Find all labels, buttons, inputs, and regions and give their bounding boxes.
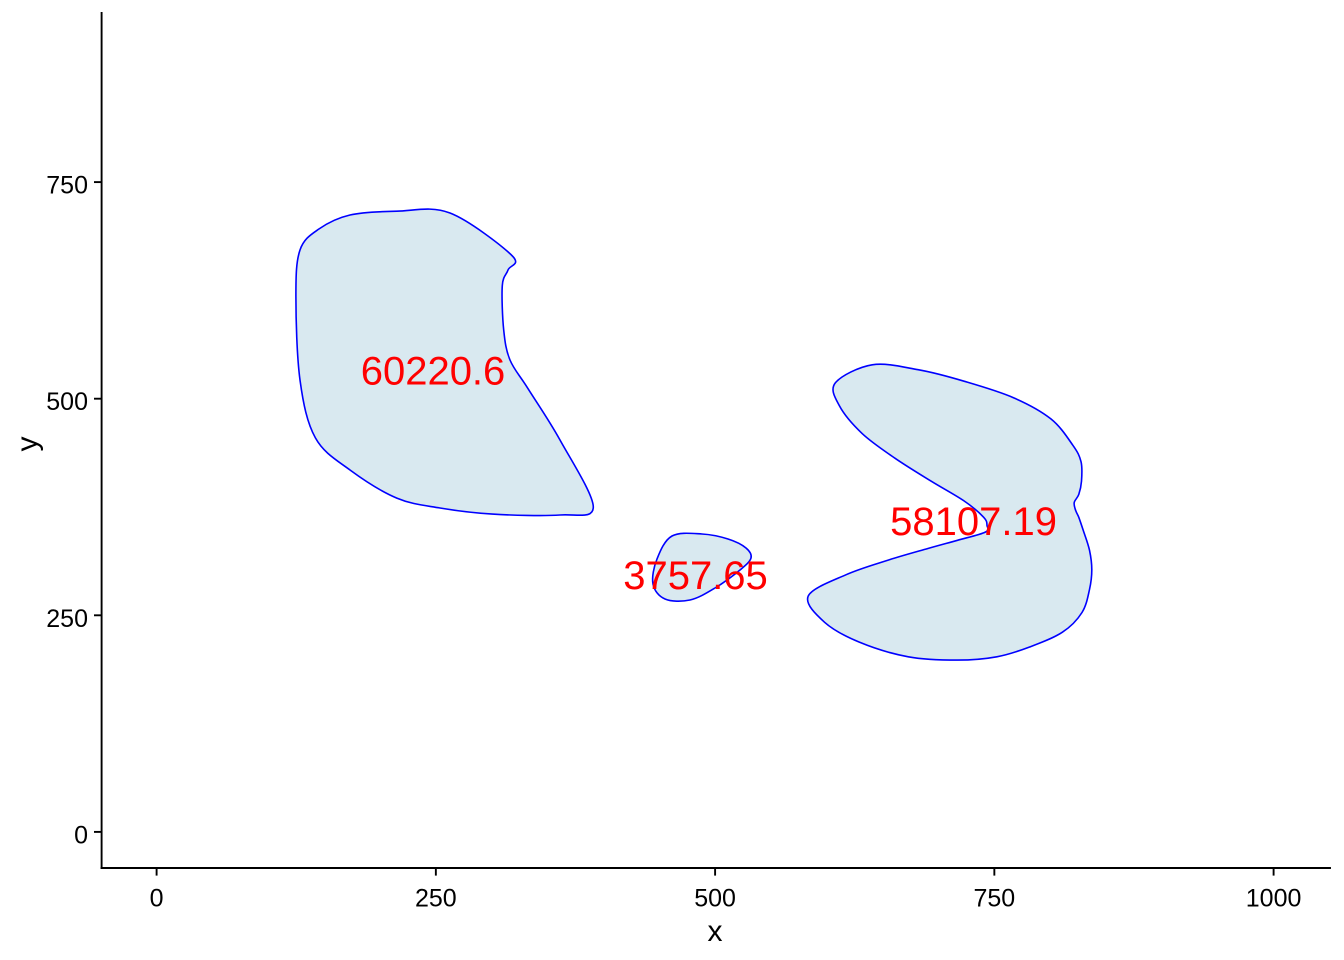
svg-text:0: 0 xyxy=(150,885,164,913)
svg-text:0: 0 xyxy=(74,821,88,849)
svg-text:x: x xyxy=(708,915,723,948)
svg-text:750: 750 xyxy=(46,172,88,200)
svg-text:250: 250 xyxy=(415,885,457,913)
svg-text:250: 250 xyxy=(46,605,88,633)
svg-text:58107.19: 58107.19 xyxy=(890,500,1057,544)
svg-text:3757.65: 3757.65 xyxy=(623,554,768,598)
svg-text:750: 750 xyxy=(973,885,1015,913)
svg-text:1000: 1000 xyxy=(1246,885,1302,913)
svg-text:60220.6: 60220.6 xyxy=(361,350,506,394)
svg-text:500: 500 xyxy=(46,388,88,416)
svg-text:y: y xyxy=(11,437,44,452)
svg-text:500: 500 xyxy=(694,885,736,913)
